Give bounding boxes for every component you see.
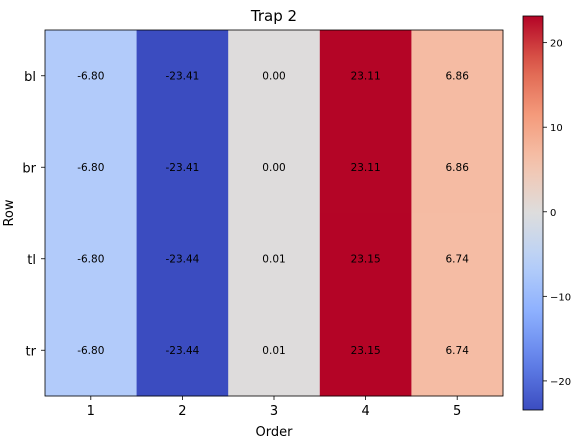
- cell-value-label: 23.15: [351, 345, 381, 357]
- colorbar-tick-label: −20: [550, 377, 571, 388]
- x-axis-label: Order: [256, 425, 294, 440]
- colorbar-ticks: −20 −10 0 10 20: [543, 39, 571, 388]
- cell-value-label: 0.01: [262, 253, 285, 265]
- y-axis-label: Row: [2, 199, 17, 226]
- cell-value-label: 23.11: [351, 162, 381, 174]
- cell-value-label: 6.74: [446, 253, 470, 265]
- y-tick-label: bl: [24, 70, 36, 85]
- colorbar-tick-label: 0: [550, 208, 556, 219]
- heatmap-cells: -6.80 -23.41 0.00 23.11 6.86 -6.80 -23.41 0.00 2…: [45, 30, 504, 397]
- y-tick-label: tl: [27, 253, 36, 268]
- cell-value-label: 23.11: [351, 70, 381, 82]
- cell-value-label: -23.44: [165, 253, 199, 265]
- y-axis-ticks: bl br tl tr: [22, 70, 45, 360]
- x-tick-label: 1: [87, 404, 95, 419]
- x-tick-label: 4: [361, 404, 369, 419]
- cell-value-label: -6.80: [77, 345, 104, 357]
- colorbar: [523, 16, 543, 410]
- colorbar-tick-label: 10: [550, 123, 563, 134]
- chart-title: Trap 2: [250, 7, 297, 25]
- colorbar-tick-label: 20: [550, 39, 563, 50]
- cell-value-label: -6.80: [77, 253, 104, 265]
- cell-value-label: -6.80: [77, 162, 104, 174]
- y-tick-label: tr: [26, 344, 37, 359]
- cell-value-label: 6.74: [446, 345, 470, 357]
- cell-value-label: -23.44: [165, 345, 199, 357]
- cell-value-label: 0.01: [262, 345, 285, 357]
- cell-value-label: -23.41: [165, 70, 199, 82]
- cell-value-label: 23.15: [351, 253, 381, 265]
- cell-value-label: -6.80: [77, 70, 104, 82]
- y-tick-label: br: [22, 161, 36, 176]
- cell-value-label: 6.86: [446, 70, 470, 82]
- cell-value-label: 0.00: [262, 162, 285, 174]
- x-tick-label: 3: [270, 404, 278, 419]
- colorbar-tick-label: −10: [550, 292, 571, 303]
- cell-value-label: 6.86: [446, 162, 470, 174]
- x-tick-label: 2: [178, 404, 186, 419]
- cell-value-label: -23.41: [165, 162, 199, 174]
- x-axis-ticks: 1 2 3 4 5: [87, 396, 462, 419]
- cell-value-label: 0.00: [262, 70, 285, 82]
- x-tick-label: 5: [453, 404, 461, 419]
